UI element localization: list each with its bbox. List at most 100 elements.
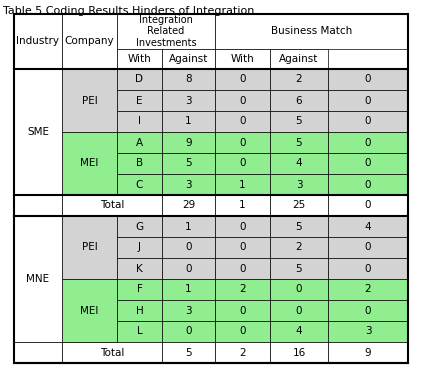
Text: B: B bbox=[136, 159, 143, 169]
Bar bbox=[62, 69, 117, 132]
Text: Business Match: Business Match bbox=[271, 26, 352, 36]
Text: 2: 2 bbox=[365, 285, 371, 295]
Text: 3: 3 bbox=[296, 179, 302, 189]
Text: L: L bbox=[136, 326, 142, 336]
Text: 0: 0 bbox=[365, 74, 371, 84]
Text: 0: 0 bbox=[239, 326, 246, 336]
Bar bbox=[162, 279, 215, 300]
Bar bbox=[328, 258, 408, 279]
Bar bbox=[162, 237, 215, 258]
Text: Total: Total bbox=[100, 348, 124, 358]
Text: 0: 0 bbox=[365, 179, 371, 189]
Bar bbox=[215, 14, 408, 49]
Text: Table 5 Coding Results Hinders of Integration: Table 5 Coding Results Hinders of Integr… bbox=[3, 6, 255, 16]
Text: 1: 1 bbox=[185, 116, 192, 126]
Bar bbox=[117, 132, 162, 153]
Bar bbox=[328, 342, 408, 363]
Bar bbox=[14, 69, 62, 195]
Bar bbox=[270, 279, 328, 300]
Text: 4: 4 bbox=[365, 222, 371, 232]
Text: 3: 3 bbox=[185, 96, 192, 106]
Bar bbox=[62, 279, 117, 342]
Bar bbox=[162, 258, 215, 279]
Text: Integration
Related
Investments: Integration Related Investments bbox=[136, 15, 196, 48]
Text: 0: 0 bbox=[365, 137, 371, 147]
Bar bbox=[117, 174, 162, 195]
Text: E: E bbox=[136, 96, 143, 106]
Bar bbox=[270, 237, 328, 258]
Text: 2: 2 bbox=[239, 285, 246, 295]
Text: 0: 0 bbox=[239, 159, 246, 169]
Bar bbox=[270, 258, 328, 279]
Text: MEI: MEI bbox=[80, 306, 99, 316]
Text: 29: 29 bbox=[182, 200, 195, 210]
Bar bbox=[162, 49, 215, 69]
Text: Total: Total bbox=[100, 200, 124, 210]
Bar bbox=[215, 342, 270, 363]
Text: 0: 0 bbox=[239, 306, 246, 316]
Text: MNE: MNE bbox=[26, 274, 50, 284]
Bar bbox=[270, 132, 328, 153]
Bar bbox=[270, 195, 328, 216]
Bar bbox=[62, 342, 162, 363]
Bar bbox=[270, 90, 328, 111]
Bar bbox=[215, 195, 270, 216]
Text: 0: 0 bbox=[239, 222, 246, 232]
Bar bbox=[270, 321, 328, 342]
Bar bbox=[62, 216, 117, 279]
Text: F: F bbox=[136, 285, 142, 295]
Bar bbox=[215, 279, 270, 300]
Bar bbox=[117, 49, 162, 69]
Bar bbox=[328, 300, 408, 321]
Text: 16: 16 bbox=[292, 348, 306, 358]
Text: 0: 0 bbox=[239, 116, 246, 126]
Text: PEI: PEI bbox=[82, 96, 97, 106]
Text: 0: 0 bbox=[296, 285, 302, 295]
Text: 5: 5 bbox=[296, 222, 302, 232]
Text: 3: 3 bbox=[365, 326, 371, 336]
Bar bbox=[328, 111, 408, 132]
Bar bbox=[117, 69, 162, 90]
Text: 0: 0 bbox=[365, 243, 371, 253]
Bar bbox=[14, 216, 62, 342]
Bar bbox=[62, 132, 117, 195]
Bar bbox=[215, 69, 270, 90]
Bar bbox=[270, 69, 328, 90]
Bar bbox=[215, 258, 270, 279]
Text: Against: Against bbox=[279, 54, 319, 64]
Bar bbox=[215, 111, 270, 132]
Bar bbox=[215, 153, 270, 174]
Bar bbox=[117, 111, 162, 132]
Text: 0: 0 bbox=[365, 116, 371, 126]
Bar bbox=[117, 279, 162, 300]
Bar bbox=[215, 321, 270, 342]
Text: H: H bbox=[136, 306, 143, 316]
Bar bbox=[270, 342, 328, 363]
Text: 9: 9 bbox=[365, 348, 371, 358]
Bar bbox=[270, 49, 328, 69]
Text: PEI: PEI bbox=[82, 243, 97, 253]
Bar bbox=[162, 153, 215, 174]
Bar bbox=[328, 216, 408, 237]
Bar bbox=[328, 237, 408, 258]
Text: 1: 1 bbox=[239, 179, 246, 189]
Text: 5: 5 bbox=[296, 263, 302, 273]
Text: 4: 4 bbox=[296, 326, 302, 336]
Bar bbox=[215, 49, 270, 69]
Bar bbox=[62, 195, 162, 216]
Text: 5: 5 bbox=[185, 159, 192, 169]
Bar bbox=[162, 300, 215, 321]
Text: 9: 9 bbox=[185, 137, 192, 147]
Text: 0: 0 bbox=[239, 263, 246, 273]
Bar bbox=[162, 111, 215, 132]
Text: 0: 0 bbox=[365, 263, 371, 273]
Text: D: D bbox=[136, 74, 144, 84]
Text: 2: 2 bbox=[296, 243, 302, 253]
Text: 0: 0 bbox=[365, 306, 371, 316]
Bar bbox=[162, 216, 215, 237]
Bar bbox=[215, 237, 270, 258]
Bar bbox=[215, 90, 270, 111]
Text: 0: 0 bbox=[239, 243, 246, 253]
Bar bbox=[117, 237, 162, 258]
Text: K: K bbox=[136, 263, 143, 273]
